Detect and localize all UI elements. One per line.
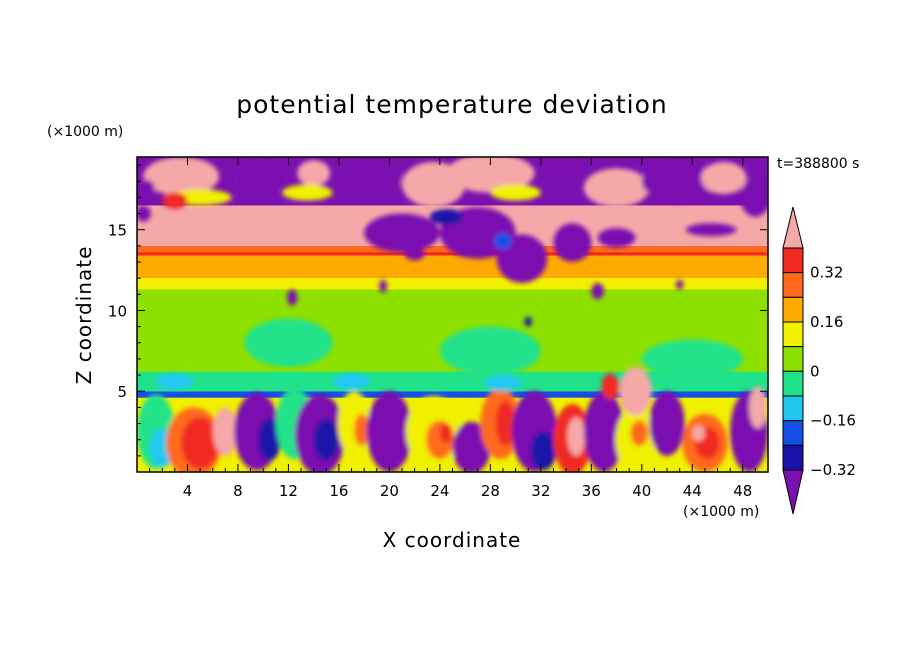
contour-band [137,391,768,398]
colorbar-segment [782,420,804,446]
contour-cell [338,160,403,196]
colorbar-top-triangle [782,206,804,249]
contour-cell [619,367,652,416]
x-axis: 4 8 12 16 20 24 28 32 36 40 44 48 [149,157,756,500]
colorbar-segment [782,346,804,372]
x-tick-label: 16 [329,482,348,500]
contour-cell [258,418,281,461]
contour-cell [364,213,440,253]
contour-cell [494,232,512,250]
contour-cell [143,157,220,196]
contour-blobs [137,157,768,472]
contour-cell [496,234,548,283]
contour-cell [429,208,463,225]
x-axis-label: X coordinate [383,528,522,552]
colorbar-label: −0.16 [810,412,856,430]
colorbar-segment [782,444,804,471]
contour-cell [490,184,541,201]
contour-cell [287,289,298,306]
y-axis: 5 10 15 [108,164,768,457]
colorbar-label: 0 [810,362,820,380]
contour-band [137,278,768,290]
colorbar-bottom-triangle [782,469,804,515]
x-tick-label: 28 [481,482,500,500]
contour-cell [547,157,586,180]
colorbar-label: 0.32 [810,264,843,282]
contour-cell [601,373,620,400]
chart-title: potential temperature deviation [236,90,667,119]
contour-cell [641,160,718,203]
x-tick-label: 24 [430,482,449,500]
colorbar: 0.32 0.16 0 −0.16 −0.32 [782,206,856,515]
contour-cell [597,228,636,248]
contour-cell [313,418,339,461]
y-tick-label: 10 [108,302,127,320]
y-tick-label: 5 [117,383,127,401]
plot-area [137,157,768,472]
x-tick-label: 12 [279,482,298,500]
contour-cell [137,205,151,222]
y-unit-label: (×1000 m) [47,124,123,140]
contour-cell [139,179,155,199]
colorbar-segment [782,296,804,323]
contour-cell [366,391,413,472]
time-label: t=388800 s [777,156,859,172]
contour-cell [641,339,743,379]
contour-cell [181,417,220,469]
contour-cell [212,407,238,456]
contour-cell [701,161,747,195]
contour-cell [439,423,453,443]
contour-cell [692,425,705,442]
contour-cell [495,400,516,447]
x-tick-label: 20 [380,482,399,500]
contour-cell [244,318,333,367]
contour-cell [740,178,768,217]
contour-cell [530,431,556,471]
y-axis-label: Z coordinate [72,246,96,385]
contour-cell [446,157,535,193]
contour-cell [591,283,604,300]
contour-cell [155,373,194,390]
contour-cell [583,168,650,208]
x-tick-label: 36 [582,482,601,500]
colorbar-segment [782,321,804,348]
contour-cell [282,184,333,201]
contour-cell [439,326,541,376]
contour-cell [749,386,767,429]
contour-cell [332,373,371,390]
x-unit-label: (×1000 m) [683,504,759,520]
contour-cell [354,413,370,447]
colorbar-segment [782,247,804,274]
contour-cell [675,279,684,290]
y-tick-label: 15 [108,222,127,240]
colorbar-segment [782,272,804,298]
contour-cell [649,391,685,456]
colorbar-label: 0.16 [810,313,843,331]
contour-cell [234,158,280,198]
contour-cell [484,375,522,392]
contour-cell [452,421,491,472]
x-tick-label: 48 [733,482,752,500]
contour-cell [567,417,586,456]
contour-cell [297,160,331,187]
colorbar-label: −0.32 [810,461,856,479]
x-tick-label: 32 [531,482,550,500]
contour-cell [524,316,533,327]
x-tick-label: 4 [183,482,193,500]
contour-cell [162,192,188,209]
contour-cell [685,223,737,237]
colorbar-segment [782,395,804,422]
contour-cell [630,420,649,447]
x-tick-label: 40 [632,482,651,500]
contour-cell [583,391,625,472]
contour-band [137,255,768,279]
x-tick-label: 8 [233,482,243,500]
contour-cell [379,279,387,293]
contour-cell [553,223,592,262]
contour-cell [404,247,425,261]
x-tick-label: 44 [683,482,702,500]
colorbar-segment [782,370,804,397]
